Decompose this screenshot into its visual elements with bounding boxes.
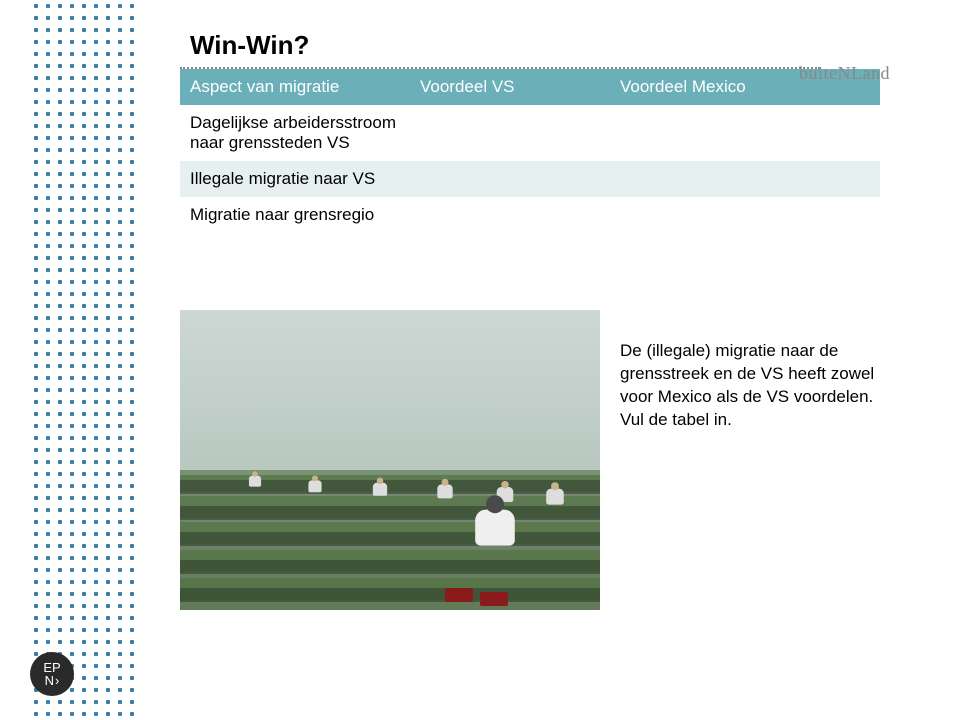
table-row: Dagelijkse arbeidersstroom naar grensste… (180, 105, 880, 161)
slide-title: Win-Win? (190, 30, 880, 61)
publisher-logo: EP N (30, 652, 74, 696)
dot-pattern-strip (30, 0, 140, 720)
col-header-aspect: Aspect van migratie (180, 69, 410, 105)
table-row: Migratie naar grensregio (180, 197, 880, 233)
migration-table: Aspect van migratie Voordeel VS Voordeel… (180, 69, 880, 233)
aspect-cell: Dagelijkse arbeidersstroom naar grensste… (180, 105, 410, 161)
aspect-cell: Migratie naar grensregio (180, 197, 410, 233)
mx-cell (610, 197, 880, 233)
caption-text: De (illegale) migratie naar de grensstre… (620, 340, 890, 432)
brand-label: buiteNLand (799, 63, 890, 84)
vs-cell (410, 105, 610, 161)
vs-cell (410, 197, 610, 233)
mx-cell (610, 105, 880, 161)
aspect-cell: Illegale migratie naar VS (180, 161, 410, 197)
logo-line2: N (30, 674, 74, 687)
mx-cell (610, 161, 880, 197)
content-area: Win-Win? Aspect van migratie Voordeel VS… (180, 30, 880, 233)
vs-cell (410, 161, 610, 197)
field-photo (180, 310, 600, 610)
table-row: Illegale migratie naar VS (180, 161, 880, 197)
col-header-vs: Voordeel VS (410, 69, 610, 105)
